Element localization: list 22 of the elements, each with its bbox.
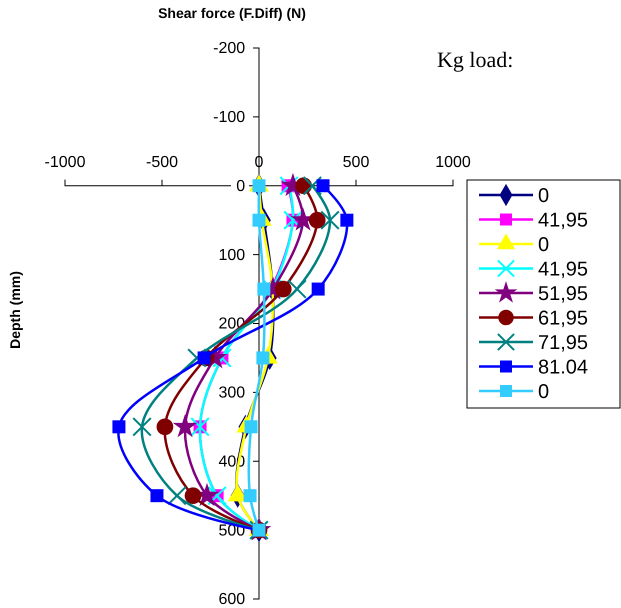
legend-label: 0 xyxy=(538,185,550,207)
y-tick-label: 300 xyxy=(218,384,246,402)
x-tick-label: 500 xyxy=(342,154,370,172)
y-axis-title: Depth (mm) xyxy=(7,271,23,349)
x-tick-label: -500 xyxy=(146,154,178,172)
y-tick-label: -200 xyxy=(213,40,246,58)
legend-label: 0 xyxy=(538,381,550,403)
legend-title: Kg load: xyxy=(437,47,514,72)
legend-label: 0 xyxy=(538,234,550,256)
legend-label: 41,95 xyxy=(538,210,588,232)
x-axis-title: Shear force (F.Diff) (N) xyxy=(158,5,306,21)
y-tick-label: 100 xyxy=(218,246,246,264)
legend-label: 41,95 xyxy=(538,258,588,280)
x-tick-label: -1000 xyxy=(44,154,86,172)
y-tick-label: -100 xyxy=(213,108,246,126)
legend-label: 71,95 xyxy=(538,332,588,354)
legend-label: 61,95 xyxy=(538,308,588,330)
y-tick-label: 0 xyxy=(236,178,246,195)
legend-label: 51,95 xyxy=(538,283,588,305)
x-tick-label: 1000 xyxy=(435,154,471,172)
legend-label: 81.04 xyxy=(538,356,588,378)
y-tick-label: 600 xyxy=(218,591,246,608)
